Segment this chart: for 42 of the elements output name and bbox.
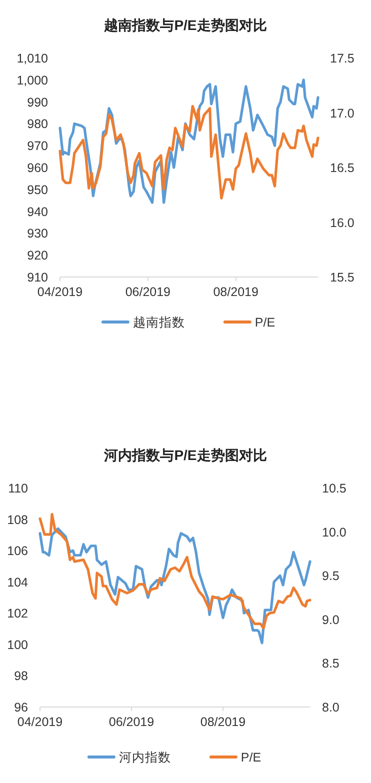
y2-tick-label: 17.5 [330,52,354,66]
chart-title: 河内指数与P/E走势图对比 [103,447,267,463]
legend-label: P/E [240,750,262,764]
y2-tick-label: 16.5 [330,161,354,175]
chart-title: 越南指数与P/E走势图对比 [103,17,267,33]
y-tick-label: 96 [14,700,28,714]
y2-tick-label: 8.0 [322,700,340,714]
y2-tick-label: 8.5 [322,656,340,671]
y-tick-label: 940 [27,204,48,219]
y-tick-label: 100 [7,638,28,652]
y-tick-label: 98 [14,669,28,684]
x-tick-label: 08/2019 [213,285,258,299]
y-tick-label: 930 [27,226,48,241]
y-tick-label: 102 [7,606,28,621]
y-tick-label: 1,010 [16,52,48,66]
y-tick-label: 110 [8,482,28,496]
y2-tick-label: 9.0 [322,612,340,627]
x-tick-label: 04/2019 [37,285,83,299]
y-tick-label: 970 [27,139,48,154]
x-tick-label: 06/2019 [125,285,171,299]
x-tick-label: 04/2019 [17,715,63,729]
x-tick-label: 06/2019 [108,715,154,729]
legend-label: 越南指数 [132,316,185,330]
y-tick-label: 980 [27,117,48,132]
y-tick-label: 104 [7,575,28,590]
y-tick-label: 106 [7,544,28,558]
y-tick-label: 910 [27,270,48,284]
y-tick-label: 960 [27,161,48,175]
y-tick-label: 1,000 [16,73,48,88]
y2-tick-label: 10.0 [322,525,346,540]
y2-tick-label: 16.0 [330,216,354,230]
y2-tick-label: 17.0 [330,106,354,120]
legend-label: P/E [254,316,276,330]
x-tick-label: 08/2019 [200,715,246,729]
y2-tick-label: 15.5 [330,270,354,284]
y-tick-label: 108 [7,512,28,527]
y-tick-label: 990 [27,95,48,110]
y-tick-label: 950 [27,182,48,197]
y-tick-label: 920 [27,248,48,263]
y2-tick-label: 10.5 [322,482,346,496]
y2-tick-label: 9.5 [322,569,340,584]
legend-label: 河内指数 [118,750,171,764]
